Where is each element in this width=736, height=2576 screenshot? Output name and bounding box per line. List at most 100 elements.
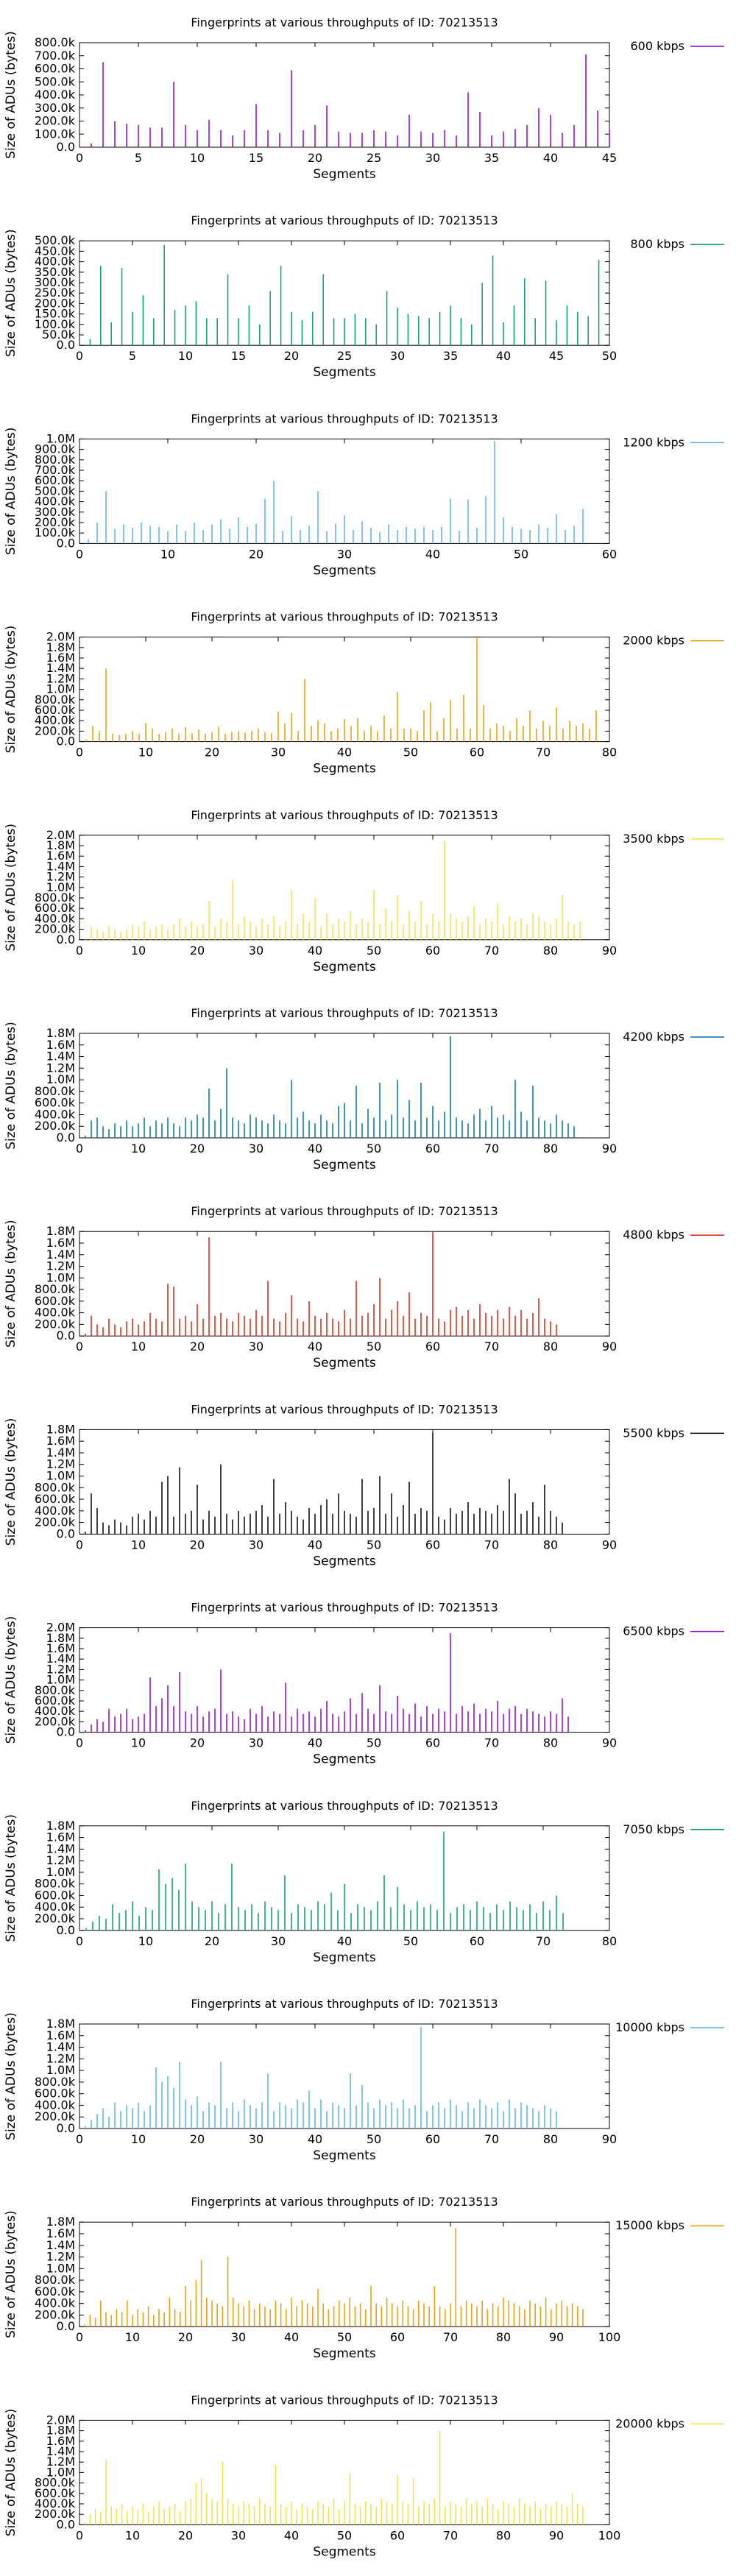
y-axis-label: Size of ADUs (bytes) <box>4 2409 18 2537</box>
y-tick-label: 1.4M <box>46 1446 75 1459</box>
chart-title: Fingerprints at various throughputs of I… <box>191 610 498 624</box>
x-tick-label: 40 <box>308 1142 322 1156</box>
y-tick-label: 1.6M <box>46 849 75 863</box>
y-tick-label: 1.0M <box>46 1072 75 1086</box>
y-tick-label: 1.2M <box>46 1853 75 1867</box>
x-tick-label: 40 <box>496 349 511 363</box>
x-axis-label: Segments <box>313 1158 376 1172</box>
chart-title: Fingerprints at various throughputs of I… <box>191 15 498 29</box>
x-tick-label: 20 <box>178 2330 193 2344</box>
chart-11: Fingerprints at various throughputs of I… <box>4 2195 724 2361</box>
y-tick-label: 1.8M <box>46 1819 75 1833</box>
y-tick-label: 400.0k <box>35 2098 76 2112</box>
x-tick-label: 10 <box>131 1538 146 1551</box>
y-tick-label: 0.0 <box>57 2319 75 2333</box>
y-tick-label: 800.0k <box>35 1084 76 1098</box>
y-tick-label: 600.0k <box>35 1888 76 1902</box>
x-tick-label: 35 <box>443 349 458 363</box>
x-tick-label: 40 <box>337 1934 352 1948</box>
y-tick-label: 700.0k <box>35 463 76 477</box>
x-tick-label: 0 <box>76 1736 83 1750</box>
x-tick-label: 40 <box>284 2330 299 2344</box>
y-tick-label: 800.0k <box>35 453 76 467</box>
y-tick-label: 300.0k <box>35 101 76 115</box>
x-tick-label: 30 <box>249 2132 263 2146</box>
legend: 1200 kbps <box>623 435 724 449</box>
x-tick-label: 90 <box>602 1340 617 1354</box>
legend: 6500 kbps <box>623 1624 724 1638</box>
y-tick-label: 600.0k <box>35 473 76 487</box>
y-tick-label: 1.0M <box>46 880 75 894</box>
y-tick-label: 1.2M <box>46 2051 75 2065</box>
legend: 4800 kbps <box>623 1228 724 1242</box>
y-tick-label: 1.4M <box>46 1248 75 1262</box>
x-tick-label: 0 <box>76 151 83 165</box>
x-tick-label: 90 <box>602 1142 617 1156</box>
y-tick-label: 600.0k <box>35 1294 76 1308</box>
x-tick-label: 90 <box>602 1736 617 1750</box>
y-tick-label: 1.2M <box>46 1662 75 1676</box>
chart-1: Fingerprints at various throughputs of I… <box>4 213 724 380</box>
y-tick-label: 700.0k <box>35 49 76 63</box>
x-tick-label: 50 <box>367 1142 381 1156</box>
x-tick-label: 70 <box>443 2528 458 2542</box>
x-tick-label: 50 <box>403 746 418 760</box>
legend: 3500 kbps <box>623 832 724 846</box>
y-tick-label: 2.0M <box>46 828 75 842</box>
x-tick-label: 30 <box>249 944 263 958</box>
y-tick-label: 800.0k <box>35 891 76 905</box>
y-tick-label: 0.0 <box>57 140 75 154</box>
x-tick-label: 20 <box>190 944 205 958</box>
y-tick-label: 1.2M <box>46 2455 75 2469</box>
x-tick-label: 80 <box>543 1142 558 1156</box>
y-tick-label: 400.0k <box>35 495 76 509</box>
legend-label: 800 kbps <box>630 237 684 251</box>
x-tick-label: 100 <box>598 2528 621 2542</box>
x-axis-label: Segments <box>313 2544 376 2559</box>
x-tick-label: 20 <box>190 1142 205 1156</box>
chart-7: Fingerprints at various throughputs of I… <box>4 1402 724 1568</box>
x-tick-label: 80 <box>602 1934 617 1948</box>
x-tick-label: 70 <box>484 944 499 958</box>
x-tick-label: 40 <box>308 1340 322 1354</box>
x-tick-label: 90 <box>602 2132 617 2146</box>
y-tick-label: 1.0M <box>46 2261 75 2275</box>
chart-4: Fingerprints at various throughputs of I… <box>4 808 724 974</box>
y-tick-label: 1.2M <box>46 671 75 685</box>
legend: 20000 kbps <box>615 2416 724 2430</box>
x-tick-label: 20 <box>190 1736 205 1750</box>
y-tick-label: 2.0M <box>46 2413 75 2427</box>
x-tick-label: 30 <box>390 349 405 363</box>
x-tick-label: 60 <box>425 1142 440 1156</box>
x-axis-label: Segments <box>313 2148 376 2163</box>
x-tick-label: 0 <box>76 2132 83 2146</box>
x-tick-label: 50 <box>514 547 528 561</box>
y-tick-label: 1.6M <box>46 2028 75 2042</box>
y-tick-label: 0.0 <box>57 1725 75 1739</box>
y-tick-label: 1.8M <box>46 2017 75 2031</box>
y-tick-label: 200.0k <box>35 1515 76 1529</box>
y-tick-label: 1.4M <box>46 2444 75 2458</box>
y-axis-label: Size of ADUs (bytes) <box>4 31 18 159</box>
x-tick-label: 10 <box>190 151 205 165</box>
y-tick-label: 400.0k <box>35 1107 76 1121</box>
y-tick-label: 1.8M <box>46 640 75 654</box>
x-tick-label: 50 <box>403 1934 418 1948</box>
legend: 15000 kbps <box>615 2218 724 2232</box>
y-axis-label: Size of ADUs (bytes) <box>4 229 18 357</box>
y-tick-label: 1.6M <box>46 1434 75 1448</box>
y-axis-label: Size of ADUs (bytes) <box>4 2012 18 2140</box>
x-tick-label: 50 <box>367 1538 381 1551</box>
x-tick-label: 50 <box>367 1340 381 1354</box>
y-tick-label: 1.8M <box>46 838 75 852</box>
x-tick-label: 30 <box>249 1340 263 1354</box>
y-tick-label: 800.0k <box>35 2476 76 2490</box>
x-tick-label: 10 <box>138 1934 153 1948</box>
y-tick-label: 50.0k <box>42 328 76 342</box>
y-tick-label: 1.8M <box>46 1631 75 1645</box>
y-tick-label: 0.0 <box>57 933 75 946</box>
x-tick-label: 60 <box>425 2132 440 2146</box>
x-tick-label: 60 <box>470 746 484 760</box>
x-axis-label: Segments <box>313 1752 376 1767</box>
chart-9: Fingerprints at various throughputs of I… <box>4 1799 724 1965</box>
